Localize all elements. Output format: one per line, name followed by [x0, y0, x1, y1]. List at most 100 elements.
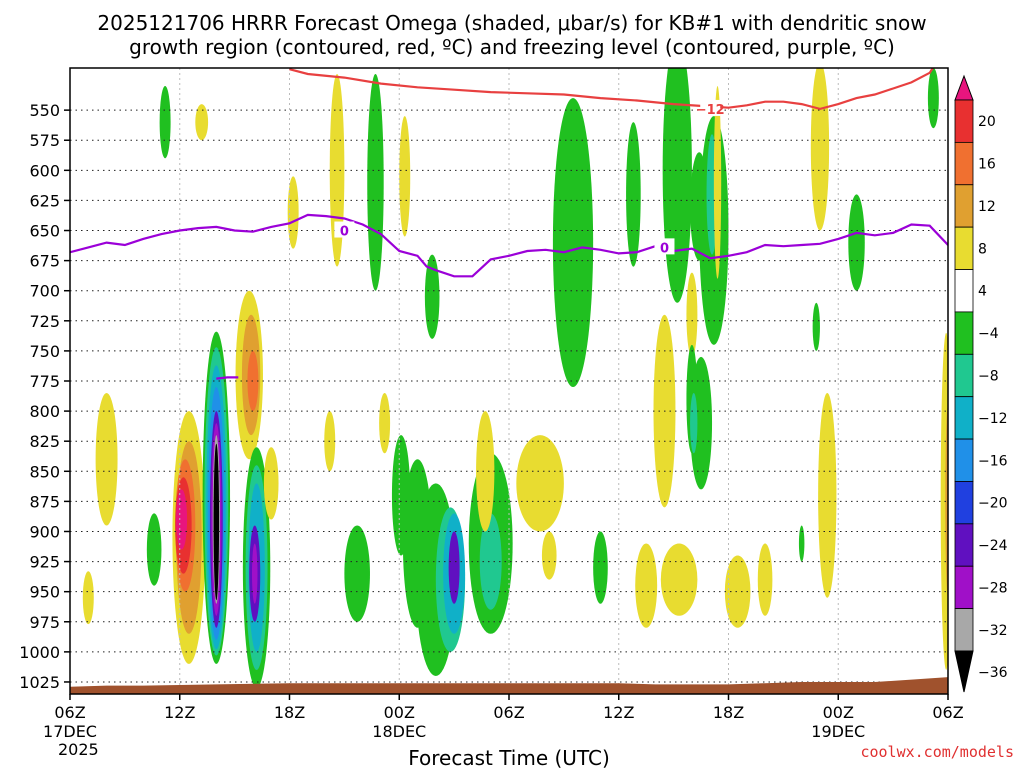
- y-tick-label-575: 575: [29, 131, 60, 150]
- y-tick-label-1025: 1025: [19, 673, 60, 692]
- omega-cell-63: [818, 393, 837, 598]
- omega-cell-0: [95, 393, 118, 526]
- omega-cell-7: [176, 489, 188, 550]
- y-tick-label-650: 650: [29, 222, 60, 241]
- x-tick-label-4: 06Z: [493, 703, 524, 722]
- y-tick-label-900: 900: [29, 522, 60, 541]
- colorbar-band-11: [954, 523, 974, 567]
- colorbar-band-9: [954, 438, 974, 482]
- omega-cell-44: [541, 531, 557, 580]
- dendritic-minus12C-label-bg-0: [700, 99, 721, 116]
- colorbar-arrow-bottom: [954, 650, 974, 693]
- y-tick-label-850: 850: [29, 462, 60, 481]
- colorbar-label-5: −4: [978, 326, 999, 342]
- omega-cell-68: [940, 332, 948, 670]
- omega-cell-62: [810, 68, 830, 231]
- colorbar-label-8: −16: [978, 453, 1008, 469]
- omega-cell-25: [263, 447, 279, 520]
- colorbar-band-6: [954, 311, 974, 355]
- x-tick-label-7: 00Z: [823, 703, 854, 722]
- freezing-level-0C-label-0: 0: [340, 225, 349, 240]
- colorbar-band-12: [954, 565, 974, 610]
- colorbar-label-11: −28: [978, 580, 1008, 596]
- colorbar-band-10: [954, 481, 974, 525]
- y-tick-label-600: 600: [29, 161, 60, 180]
- x-tick-label-5: 12Z: [603, 703, 634, 722]
- y-tick-label-725: 725: [29, 312, 60, 331]
- colorbar-label-6: −8: [978, 369, 999, 385]
- omega-cell-70: [159, 86, 171, 159]
- x-tick-label-2: 18Z: [274, 703, 305, 722]
- y-tick-label-1000: 1000: [19, 643, 60, 662]
- omega-cell-56: [724, 555, 751, 628]
- freezing-level-fragment-line: [216, 376, 239, 380]
- y-axis: 550 575 600 625 650 675 700 725 750 775 800 825 850 8…: [19, 101, 70, 692]
- colorbar-band-1: [954, 99, 974, 143]
- omega-cell-65: [812, 302, 820, 351]
- colorbar-label-7: −12: [978, 411, 1008, 427]
- omega-cell-48: [662, 68, 692, 303]
- x-axis-label: Forecast Time (UTC): [408, 746, 610, 768]
- x-tick-label-3: 00Z: [384, 703, 415, 722]
- contour-lines: 0 0 −12: [70, 68, 948, 380]
- x-date-label-7: 19DEC: [811, 722, 865, 741]
- y-tick-label-775: 775: [29, 372, 60, 391]
- x-tick-label-8: 06Z: [932, 703, 963, 722]
- x-tick-label-0: 06Z: [54, 703, 85, 722]
- y-tick-label-700: 700: [29, 282, 60, 301]
- dendritic-minus12C-label-0: −12: [696, 103, 725, 118]
- colorbar-label-2: 12: [978, 199, 996, 215]
- colorbar-band-7: [954, 353, 974, 398]
- colorbar-label-3: 8: [978, 241, 987, 257]
- omega-cell-54: [660, 543, 698, 616]
- omega-cell-16: [213, 443, 220, 601]
- omega-cell-42: [476, 411, 495, 532]
- x-tick-label-1: 12Z: [164, 703, 195, 722]
- y-tick-label-875: 875: [29, 492, 60, 511]
- freezing-level-0C-line: [70, 213, 948, 278]
- colorbar-label-4: 4: [978, 284, 987, 300]
- grid-lines: [70, 68, 948, 694]
- omega-cell-34: [424, 254, 440, 339]
- colorbar-band-5: [954, 269, 974, 313]
- colorbar-arrow-top: [954, 74, 974, 101]
- omega-cell-67: [927, 68, 939, 129]
- omega-cell-61: [690, 393, 698, 454]
- colorbar: 20 16 12 8 4 −4 −8 −12 −16 −20 −24 −28 −32 −36: [954, 74, 1008, 693]
- y-tick-label-800: 800: [29, 402, 60, 421]
- omega-cell-29: [379, 393, 391, 454]
- omega-cell-24: [252, 543, 258, 604]
- colorbar-label-10: −24: [978, 538, 1008, 554]
- omega-cell-30: [367, 74, 384, 291]
- y-tick-label-550: 550: [29, 101, 60, 120]
- omega-cell-57: [757, 543, 773, 616]
- colorbar-band-13: [954, 608, 974, 652]
- y-tick-label-750: 750: [29, 342, 60, 361]
- x-date-label-0: 17DEC: [43, 722, 97, 741]
- chart-title-line-1: 2025121706 HRRR Forecast Omega (shaded, …: [97, 11, 926, 35]
- y-tick-label-675: 675: [29, 252, 60, 271]
- omega-cell-1: [82, 571, 94, 625]
- chart-title-line-2: growth region (contoured, red, ºC) and f…: [129, 35, 895, 59]
- omega-cell-47: [626, 122, 641, 267]
- y-tick-label-975: 975: [29, 613, 60, 632]
- omega-cell-41: [479, 513, 502, 610]
- x-year-label: 2025: [58, 740, 99, 759]
- x-date-label-3: 18DEC: [372, 722, 426, 741]
- freezing-level-0C-label-1: 0: [660, 241, 669, 256]
- colorbar-band-3: [954, 184, 974, 228]
- freezing-level-0C-label-bg-0: [334, 221, 355, 238]
- omega-cell-39: [448, 531, 460, 604]
- x-tick-label-6: 18Z: [713, 703, 744, 722]
- omega-cell-64: [848, 194, 865, 291]
- omega-cell-8: [146, 513, 162, 586]
- omega-cell-46: [552, 98, 594, 388]
- colorbar-label-9: −20: [978, 496, 1008, 512]
- colorbar-label-1: 16: [978, 157, 996, 173]
- omega-cell-43: [516, 435, 564, 532]
- omega-cell-33: [399, 116, 411, 237]
- y-tick-label-625: 625: [29, 191, 60, 210]
- omega-cell-2: [195, 104, 209, 141]
